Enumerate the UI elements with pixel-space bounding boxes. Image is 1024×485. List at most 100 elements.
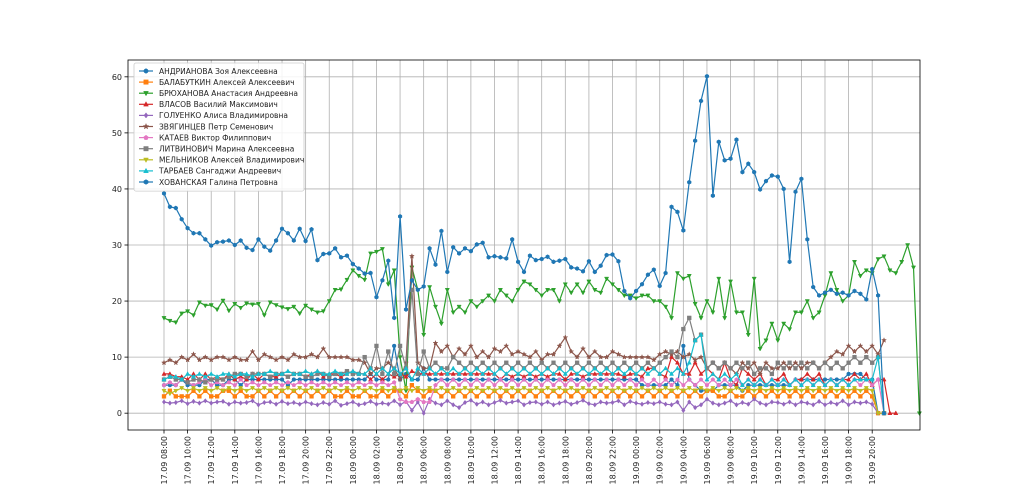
data-point bbox=[733, 310, 739, 316]
data-point bbox=[167, 391, 173, 397]
data-point bbox=[769, 399, 774, 405]
data-point bbox=[445, 382, 450, 388]
data-point bbox=[628, 398, 633, 405]
data-point bbox=[798, 365, 805, 371]
data-point bbox=[739, 382, 745, 387]
data-point bbox=[609, 388, 616, 394]
data-point bbox=[474, 394, 479, 399]
data-point bbox=[362, 377, 367, 382]
data-point bbox=[544, 351, 551, 357]
data-point bbox=[338, 371, 344, 376]
data-point bbox=[497, 365, 503, 371]
data-point bbox=[255, 371, 261, 376]
data-point bbox=[385, 388, 391, 394]
data-point bbox=[432, 388, 439, 394]
y-tick-label: 60 bbox=[112, 73, 122, 82]
data-point bbox=[851, 376, 858, 382]
data-point bbox=[214, 394, 220, 399]
data-point bbox=[633, 353, 640, 360]
legend-item: ЗВЯГИНЦЕВ Петр Семенович bbox=[139, 122, 273, 131]
x-tick-label: 18.09 14:00 bbox=[514, 436, 523, 485]
data-point bbox=[799, 176, 804, 182]
data-point bbox=[314, 388, 320, 394]
data-point bbox=[527, 282, 533, 288]
data-point bbox=[220, 382, 226, 388]
data-point bbox=[516, 398, 521, 404]
data-point bbox=[722, 394, 727, 399]
data-point bbox=[858, 400, 863, 406]
data-point bbox=[185, 394, 190, 399]
data-point bbox=[374, 394, 379, 399]
data-point bbox=[610, 382, 615, 388]
legend-item: ГОЛУЕНКО Алиса Владимировна bbox=[139, 111, 288, 120]
data-point bbox=[326, 299, 332, 304]
data-point bbox=[190, 386, 197, 391]
data-point bbox=[456, 371, 462, 376]
data-point bbox=[179, 398, 184, 404]
data-point bbox=[768, 365, 775, 371]
data-point bbox=[225, 356, 233, 363]
data-point bbox=[433, 382, 438, 388]
data-point bbox=[173, 205, 178, 211]
data-point bbox=[291, 238, 296, 243]
data-point bbox=[881, 410, 887, 416]
data-point bbox=[846, 388, 852, 394]
data-point bbox=[722, 386, 728, 391]
data-point bbox=[392, 371, 397, 377]
x-tick-label: 18.09 12:00 bbox=[490, 436, 499, 485]
data-point bbox=[674, 365, 680, 371]
data-point bbox=[415, 365, 421, 371]
data-point bbox=[510, 237, 515, 242]
data-point bbox=[793, 366, 798, 371]
data-point bbox=[763, 388, 769, 394]
data-point bbox=[421, 284, 426, 289]
data-point bbox=[810, 382, 816, 387]
data-point bbox=[191, 398, 196, 405]
data-point bbox=[775, 174, 780, 179]
data-point bbox=[734, 377, 739, 382]
data-point bbox=[669, 377, 674, 382]
data-point bbox=[634, 400, 639, 406]
data-point bbox=[220, 377, 226, 382]
data-point bbox=[368, 398, 373, 405]
data-point bbox=[386, 349, 391, 354]
data-point bbox=[857, 388, 863, 394]
data-point bbox=[539, 256, 544, 262]
data-point bbox=[309, 379, 314, 385]
data-point bbox=[185, 400, 190, 407]
data-point bbox=[226, 308, 232, 314]
data-point bbox=[686, 371, 692, 376]
data-point bbox=[202, 373, 208, 379]
data-point bbox=[215, 239, 220, 245]
data-point bbox=[403, 394, 409, 399]
data-point bbox=[745, 371, 751, 376]
data-point bbox=[870, 360, 875, 365]
data-point bbox=[568, 386, 574, 391]
data-point bbox=[610, 399, 615, 406]
data-point bbox=[763, 382, 769, 387]
data-point bbox=[840, 290, 845, 295]
data-point bbox=[669, 371, 675, 376]
data-point bbox=[857, 274, 863, 279]
data-point bbox=[380, 379, 385, 385]
data-point bbox=[185, 380, 190, 385]
x-tick-label: 19.09 04:00 bbox=[679, 436, 688, 485]
data-point bbox=[409, 383, 415, 388]
data-point bbox=[663, 401, 668, 407]
data-point bbox=[433, 360, 438, 365]
y-tick-label: 30 bbox=[112, 241, 122, 250]
data-point bbox=[256, 402, 261, 408]
data-point bbox=[651, 394, 656, 399]
data-point bbox=[610, 252, 615, 257]
data-point bbox=[450, 371, 456, 376]
data-point bbox=[681, 382, 686, 388]
legend-item: ЛИТВИНОВИЧ Марина Алексеевна bbox=[139, 145, 294, 154]
data-point bbox=[510, 394, 515, 399]
data-point bbox=[462, 399, 468, 406]
data-point bbox=[887, 410, 893, 415]
data-point bbox=[179, 386, 185, 391]
data-point bbox=[627, 386, 633, 391]
data-point bbox=[214, 373, 220, 379]
data-point bbox=[296, 354, 303, 360]
data-point bbox=[752, 169, 757, 175]
